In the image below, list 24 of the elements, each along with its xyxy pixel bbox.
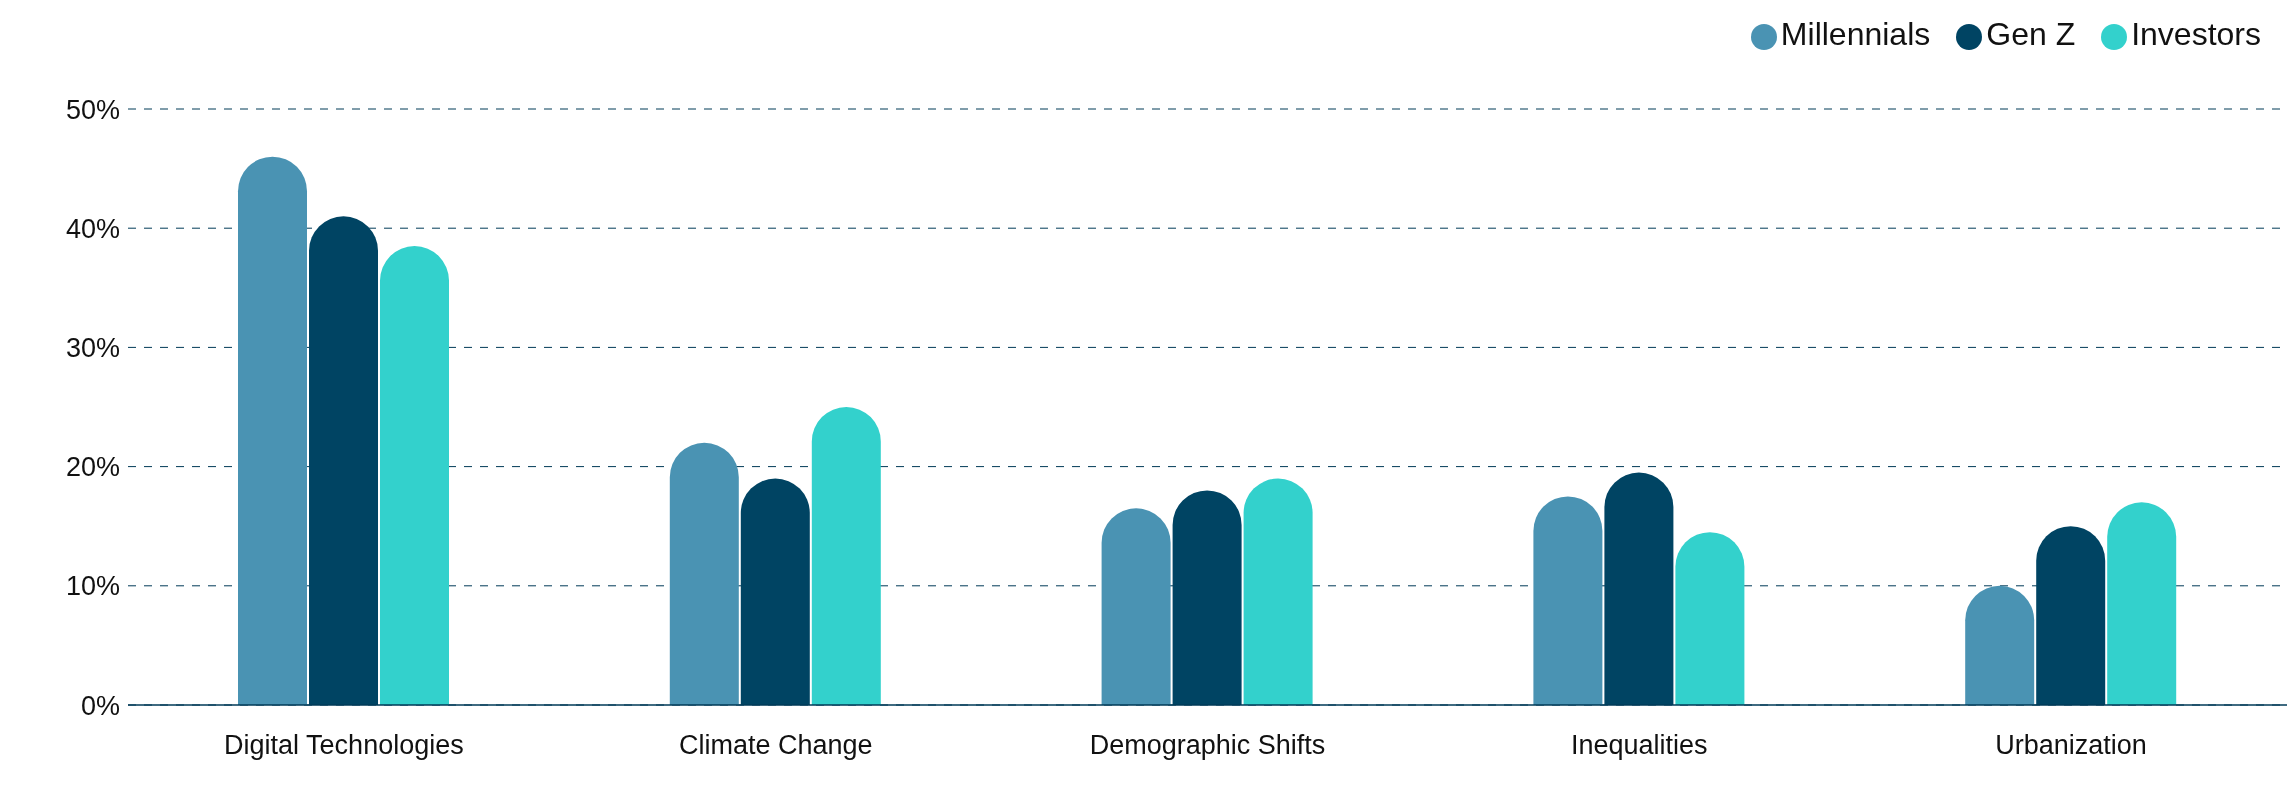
bar xyxy=(380,246,449,705)
bar xyxy=(1243,478,1313,705)
x-tick-label: Inequalities xyxy=(1571,730,1708,761)
bar xyxy=(669,442,739,705)
bar xyxy=(1965,585,2035,705)
x-tick-label: Urbanization xyxy=(1995,730,2147,761)
bar xyxy=(1533,496,1603,705)
y-tick-label: 20% xyxy=(65,452,120,483)
x-tick-label: Demographic Shifts xyxy=(1089,730,1326,761)
bar xyxy=(811,407,881,705)
y-tick-label: 50% xyxy=(65,94,120,125)
y-tick-label: 30% xyxy=(65,332,120,363)
legend-label: Millennials xyxy=(1780,16,1931,52)
bar xyxy=(2107,502,2177,705)
bar xyxy=(1675,532,1745,705)
x-tick-label: Digital Technologies xyxy=(224,730,464,761)
bar xyxy=(238,156,307,705)
y-tick-label: 0% xyxy=(80,690,120,721)
y-tick-label: 10% xyxy=(65,571,120,602)
legend-label: Investors xyxy=(2131,16,2261,52)
bar xyxy=(1101,508,1171,705)
legend-label: Gen Z xyxy=(1986,16,2076,52)
x-tick-label: Climate Change xyxy=(678,730,873,761)
y-tick-label: 40% xyxy=(65,213,120,244)
